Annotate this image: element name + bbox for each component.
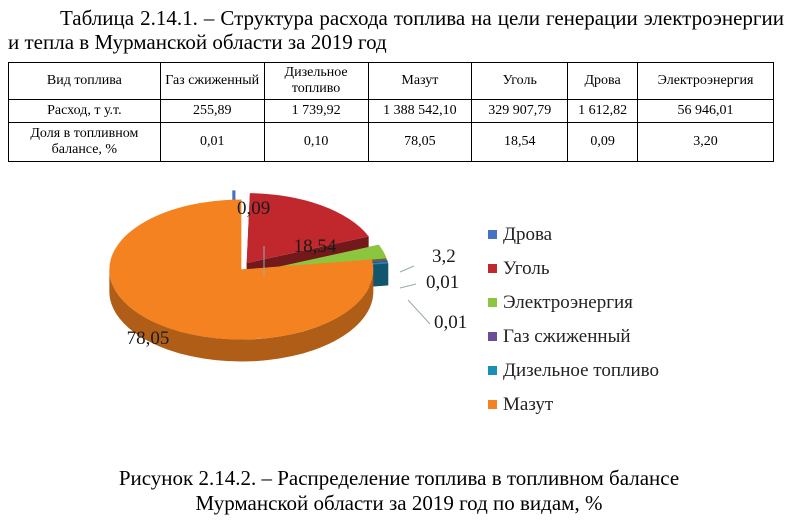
table-cell: 1 739,92 [263,99,369,123]
legend-entry: Газ сжиженный [503,326,631,347]
table-cell: 18,54 [471,122,569,162]
legend-entry: Уголь [503,258,550,279]
data-label: 18,54 [294,236,337,257]
legend-entry: Мазут [503,394,554,415]
table-cell: 1 388 542,10 [367,99,473,123]
table-cell: 1 612,82 [567,99,639,123]
legend-swatch [488,366,497,375]
data-label: 3,2 [432,246,456,267]
legend-swatch [488,298,497,307]
pie-slice [256,244,387,272]
table-cell: Расход, т у.т. [8,99,161,123]
legend-swatch [488,332,497,341]
leader-line [407,299,431,325]
legend-entry: Дрова [503,224,553,245]
table-cell: Доля в топливном балансе, % [8,122,161,162]
figure-caption: Рисунок 2.14.2. – Распределение топлива … [0,466,798,516]
header-cell: Мазут [367,62,473,100]
data-label: 0,01 [434,312,467,333]
table-cell: 329 907,79 [471,99,569,123]
legend-swatch [488,264,497,273]
leader-line [399,265,415,273]
legend-swatch [488,400,497,409]
pie-slice [109,199,374,340]
data-label: 0,01 [426,272,459,293]
header-cell: Уголь [471,62,569,100]
table-cell: 0,09 [567,122,639,162]
data-label: 78,05 [127,328,170,349]
table-cell: 255,89 [159,99,265,123]
fuel-table: Вид топлива Газ сжиженный Дизельное топл… [8,62,774,162]
table-cell: 56 946,01 [637,99,774,123]
table-caption: Таблица 2.14.1. – Структура расхода топл… [8,6,784,54]
figure-caption-line-1: Рисунок 2.14.2. – Распределение топлива … [118,466,680,490]
table-cell: 0,10 [263,122,369,162]
legend-entry: Дизельное топливо [503,360,659,381]
header-cell: Электроэнергия [637,62,774,100]
table-cell: 0,01 [159,122,265,162]
table-cell: 78,05 [367,122,473,162]
header-cell: Дрова [567,62,639,100]
pie-slice-side [109,269,374,362]
pie-plot-area: 0,09 18,54 3,2 0,01 0,01 78,05 [109,190,467,362]
pie-chart: 0,09 18,54 3,2 0,01 0,01 78,05 Дрова Уголь Элек… [109,190,659,415]
legend-entry: Электроэнергия [503,292,633,313]
chart-legend: Дрова Уголь Электроэнергия Газ сжиженный Диз… [488,224,659,415]
legend-swatch [488,230,497,239]
table-row: Доля в топливном балансе, % 0,01 0,10 78… [8,122,774,162]
table-row: Расход, т у.т. 255,89 1 739,92 1 388 542… [8,99,774,123]
header-cell: Газ сжиженный [159,62,265,100]
table-header-row: Вид топлива Газ сжиженный Дизельное топл… [8,62,774,100]
data-label: 0,09 [237,198,270,219]
header-cell: Вид топлива [8,62,161,100]
leader-line [399,283,417,289]
header-cell: Дизельное топливо [263,62,369,100]
pie-slice [246,193,369,264]
table-cell: 3,20 [637,122,774,162]
figure-caption-line-2: Мурманской области за 2019 год по видам,… [195,491,603,515]
